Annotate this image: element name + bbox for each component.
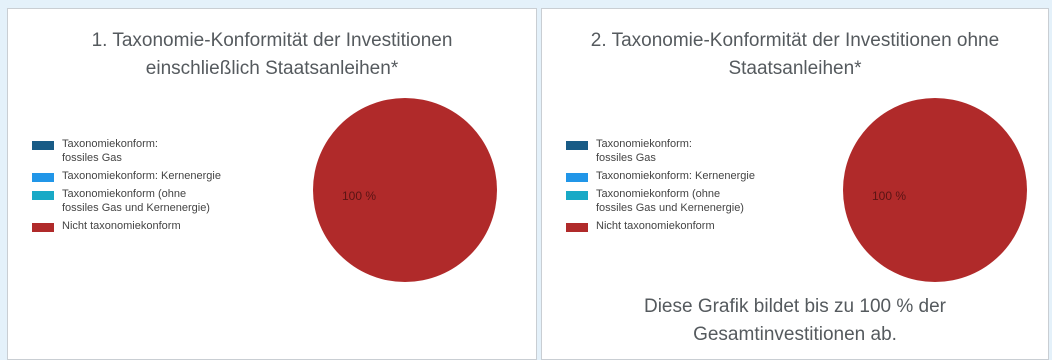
legend-label: Taxonomiekonform (ohne fossiles Gas und …: [596, 188, 744, 214]
legend-label: Taxonomiekonform (ohne fossiles Gas und …: [62, 188, 210, 214]
legend-item-nuclear: Taxonomiekonform: Kernenergie: [32, 169, 272, 183]
legend-swatch: [32, 223, 54, 232]
legend-swatch: [566, 141, 588, 150]
pie-chart: 100 %: [843, 98, 1027, 282]
legend-item-fossil-gas: Taxonomiekonform: fossiles Gas: [32, 137, 192, 165]
legend: Taxonomiekonform: fossiles Gas Taxonomie…: [32, 137, 272, 237]
pie-data-label: 100 %: [872, 189, 906, 203]
pie-data-label: 100 %: [342, 189, 376, 203]
legend-item-nuclear: Taxonomiekonform: Kernenergie: [566, 169, 806, 183]
pie-chart: 100 %: [313, 98, 497, 282]
legend: Taxonomiekonform: fossiles Gas Taxonomie…: [566, 137, 806, 237]
legend-item-not-conform: Nicht taxonomiekonform: [32, 219, 272, 233]
legend-item-not-conform: Nicht taxonomiekonform: [566, 219, 806, 233]
chart-panel-1: 1. Taxonomie-Konformität der Investition…: [7, 8, 537, 360]
footnote: Diese Grafik bildet bis zu 100 % der Ges…: [643, 296, 947, 345]
legend-label: Taxonomiekonform: fossiles Gas: [596, 138, 692, 164]
legend-item-other-conform: Taxonomiekonform (ohne fossiles Gas und …: [566, 187, 756, 215]
legend-item-other-conform: Taxonomiekonform (ohne fossiles Gas und …: [32, 187, 222, 215]
pie-slice: [843, 98, 1027, 282]
legend-swatch: [566, 191, 588, 200]
pie-slice: [313, 98, 497, 282]
legend-label: Taxonomiekonform: Kernenergie: [596, 170, 755, 182]
chart-title: 2. Taxonomie-Konformität der Investition…: [590, 30, 1000, 79]
legend-swatch: [566, 223, 588, 232]
chart-panel-2: 2. Taxonomie-Konformität der Investition…: [541, 8, 1049, 360]
legend-label: Nicht taxonomiekonform: [596, 220, 715, 232]
legend-label: Taxonomiekonform: Kernenergie: [62, 170, 221, 182]
legend-label: Taxonomiekonform: fossiles Gas: [62, 138, 158, 164]
legend-swatch: [566, 173, 588, 182]
legend-swatch: [32, 173, 54, 182]
legend-swatch: [32, 141, 54, 150]
legend-item-fossil-gas: Taxonomiekonform: fossiles Gas: [566, 137, 726, 165]
chart-title: 1. Taxonomie-Konformität der Investition…: [91, 30, 453, 79]
legend-swatch: [32, 191, 54, 200]
legend-label: Nicht taxonomiekonform: [62, 220, 181, 232]
